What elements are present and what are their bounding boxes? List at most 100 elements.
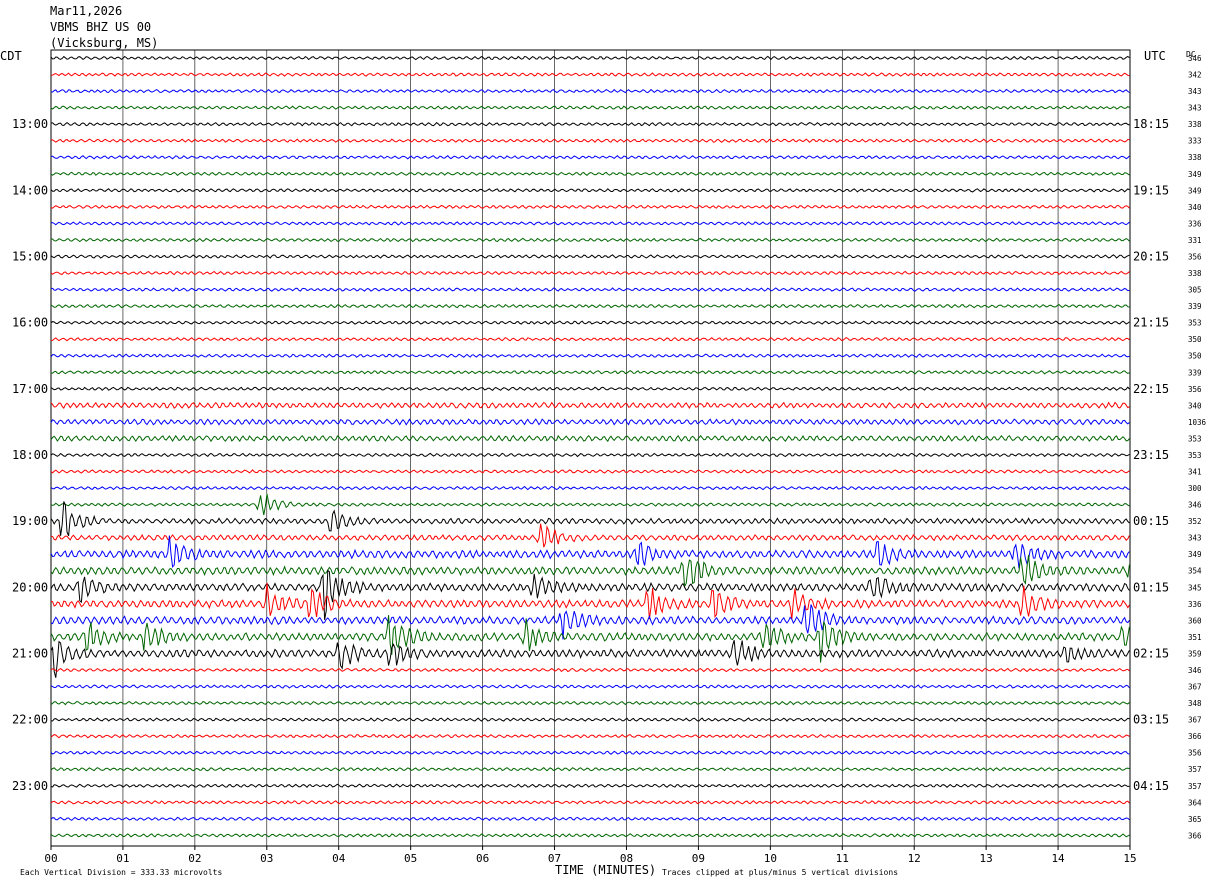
axis-labels: 00 01 02 03 04 05 06 07 08 09 10 11 12 13 14 15 346 342 34…: [12, 54, 1207, 865]
x-tick-label: 12: [908, 852, 921, 865]
trace-line: [50, 501, 1130, 536]
dc-offset-label: 356: [1188, 749, 1202, 758]
trace-line: [50, 105, 1130, 110]
trace-line: [50, 237, 1130, 243]
dc-header-label: DC: [1186, 50, 1196, 59]
trace-line: [50, 204, 1130, 210]
x-axis-title: TIME (MINUTES): [555, 863, 656, 877]
dc-offset-label: 360: [1188, 616, 1202, 625]
dc-offset-label: 343: [1188, 87, 1202, 96]
trace-line: [50, 171, 1130, 176]
x-tick-label: 15: [1123, 852, 1136, 865]
dc-offset-label: 353: [1188, 319, 1202, 328]
dc-offset-label: 350: [1188, 335, 1202, 344]
trace-line: [50, 434, 1130, 443]
trace-line: [50, 370, 1130, 375]
dc-offset-label: 333: [1188, 137, 1202, 146]
trace-line: [50, 523, 1130, 548]
trace-line: [50, 767, 1130, 772]
x-tick-label: 02: [188, 852, 201, 865]
trace-line: [50, 188, 1130, 193]
cdt-hour-label: 18:00: [12, 448, 48, 462]
dc-offset-label: 338: [1188, 120, 1202, 129]
utc-hour-label: 00:15: [1133, 514, 1169, 528]
dc-offset-label: 1036: [1188, 418, 1207, 427]
trace-line: [50, 485, 1130, 491]
utc-hour-label: 01:15: [1133, 580, 1169, 594]
grid-lines: [50, 49, 1131, 850]
dc-offset-label: 352: [1188, 517, 1202, 526]
dc-offset-label: 350: [1188, 352, 1202, 361]
dc-offset-label: 356: [1188, 252, 1202, 261]
dc-offset-label: 366: [1188, 732, 1202, 741]
dc-offset-label: 346: [1188, 54, 1202, 63]
dc-offset-label: 367: [1188, 683, 1202, 692]
trace-line: [50, 582, 1130, 620]
x-tick-label: 11: [836, 852, 849, 865]
utc-hour-label: 21:15: [1133, 316, 1169, 330]
dc-offset-label: 354: [1188, 567, 1202, 576]
trace-line: [50, 418, 1130, 426]
trace-line: [50, 733, 1130, 739]
dc-offset-label: 349: [1188, 186, 1202, 195]
utc-hour-label: 20:15: [1133, 249, 1169, 263]
x-tick-label: 05: [404, 852, 417, 865]
trace-line: [50, 783, 1130, 789]
trace-line: [50, 138, 1130, 143]
dc-offset-label: 349: [1188, 170, 1202, 179]
trace-line: [50, 700, 1130, 706]
x-tick-label: 07: [548, 852, 561, 865]
cdt-hour-label: 22:00: [12, 713, 48, 727]
trace-line: [50, 535, 1130, 569]
dc-offset-label: 340: [1188, 401, 1202, 410]
trace-line: [50, 554, 1130, 589]
trace-line: [50, 303, 1130, 309]
dc-offset-label: 345: [1188, 583, 1202, 592]
cdt-hour-label: 13:00: [12, 117, 48, 131]
cdt-hour-label: 17:00: [12, 382, 48, 396]
dc-offset-label: 366: [1188, 831, 1202, 840]
trace-line: [50, 493, 1130, 516]
x-tick-label: 09: [692, 852, 705, 865]
trace-line: [50, 88, 1130, 94]
clip-note: Traces clipped at plus/minus 5 vertical …: [662, 868, 898, 877]
trace-line: [50, 221, 1130, 226]
cdt-hour-label: 20:00: [12, 580, 48, 594]
utc-hour-label: 19:15: [1133, 183, 1169, 197]
header-date: Mar11,2026: [50, 4, 123, 18]
trace-line: [50, 469, 1130, 474]
cdt-hour-label: 14:00: [12, 183, 48, 197]
dc-offset-label: 367: [1188, 716, 1202, 725]
trace-line: [50, 833, 1130, 838]
x-tick-label: 00: [44, 852, 57, 865]
cdt-hour-label: 23:00: [12, 779, 48, 793]
dc-offset-label: 346: [1188, 666, 1202, 675]
plot-frame: [50, 49, 1131, 847]
dc-offset-label: 331: [1188, 236, 1202, 245]
trace-line: [50, 72, 1130, 77]
dc-offset-label: 349: [1188, 550, 1202, 559]
x-tick-label: 03: [260, 852, 273, 865]
dc-offset-label: 300: [1188, 484, 1202, 493]
dc-offset-label: 336: [1188, 600, 1202, 609]
utc-hour-label: 23:15: [1133, 448, 1169, 462]
cdt-hour-label: 15:00: [12, 249, 48, 263]
x-tick-label: 10: [764, 852, 777, 865]
dc-offset-label: 364: [1188, 798, 1202, 807]
trace-line: [50, 320, 1130, 325]
utc-hour-label: 02:15: [1133, 646, 1169, 660]
utc-hour-label: 18:15: [1133, 117, 1169, 131]
trace-line: [50, 154, 1130, 160]
dc-offset-label: 340: [1188, 203, 1202, 212]
trace-line: [50, 452, 1130, 458]
right-zone-label: UTC: [1144, 49, 1166, 63]
dc-offset-label: 357: [1188, 782, 1202, 791]
dc-offset-label: 343: [1188, 104, 1202, 113]
cdt-hour-label: 19:00: [12, 514, 48, 528]
utc-hour-label: 03:15: [1133, 713, 1169, 727]
dc-offset-label: 342: [1188, 71, 1202, 80]
trace-line: [50, 667, 1130, 673]
trace-line: [50, 270, 1130, 276]
dc-offset-label: 365: [1188, 815, 1202, 824]
trace-line: [50, 55, 1130, 61]
